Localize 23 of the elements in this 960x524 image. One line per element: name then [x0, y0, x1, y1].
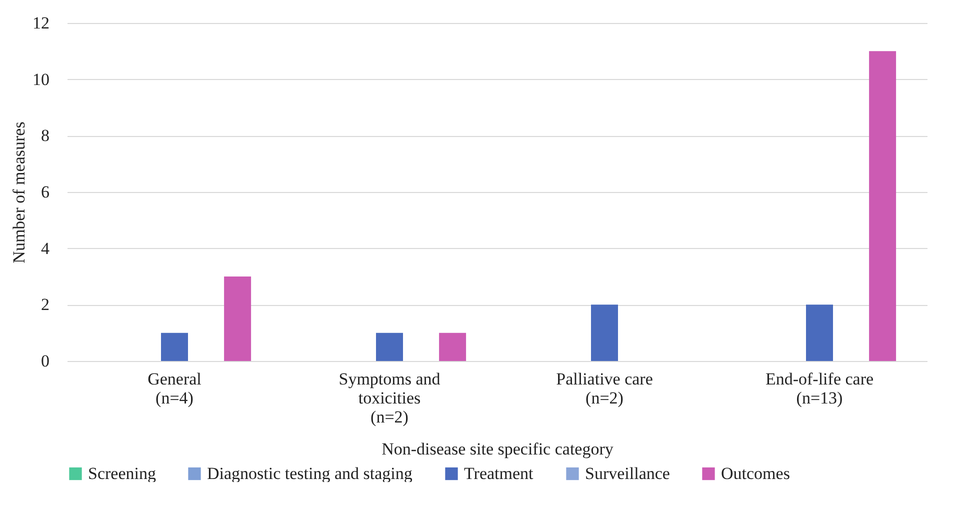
x-tick-label: General (n=4): [148, 370, 202, 408]
legend-label: Surveillance: [585, 464, 670, 483]
x-axis-title: Non-disease site specific category: [382, 440, 614, 458]
bar: [376, 332, 403, 361]
x-tick-label: Symptoms and toxicities (n=2): [338, 370, 441, 426]
y-tick-label: 10: [32, 70, 50, 89]
bar: [806, 304, 833, 361]
y-tick-label: 6: [41, 182, 50, 202]
y-tick-label: 12: [32, 14, 50, 32]
y-tick-label: 4: [41, 238, 50, 258]
y-tick-label: 8: [41, 126, 50, 146]
x-tick-label: End-of-life care (n=13): [765, 370, 874, 408]
bar: [224, 276, 252, 361]
bar: [869, 51, 896, 361]
legend-label: Treatment: [464, 464, 534, 483]
bar: [161, 332, 188, 361]
y-tick-label: 0: [41, 352, 50, 370]
bar: [439, 332, 466, 361]
y-axis-title: Number of measures: [10, 122, 28, 264]
y-tick-label: 2: [41, 295, 50, 314]
legend-label: Outcomes: [721, 464, 790, 483]
x-tick-label: Palliative care (n=2): [556, 370, 653, 408]
bar: [591, 304, 618, 361]
